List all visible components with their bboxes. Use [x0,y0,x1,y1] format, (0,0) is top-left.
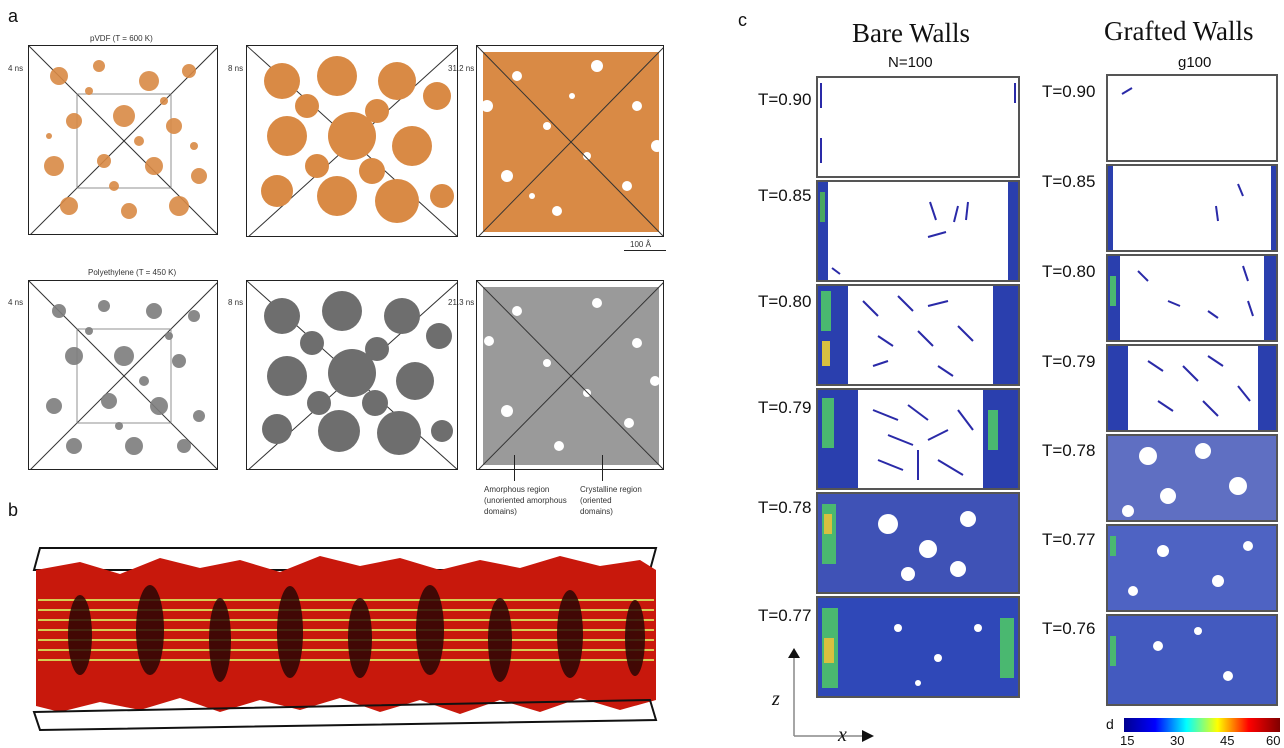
bare-snapshot-t078-art [818,494,1018,592]
grafted-temp-6: T=0.76 [1042,619,1096,638]
bare-snapshot-t079-art [818,390,1018,488]
panel-label-b: b [8,500,19,520]
bare-snapshot-t085 [816,180,1020,282]
pvdf-time-2: 8 ns [228,64,244,73]
grafted-temp-4: T=0.78 [1042,441,1096,460]
pvdf-time-1: 4 ns [8,64,24,73]
colorbar-tick-60: 60 [1266,733,1281,748]
grafted-walls-subtitle: g100 [1178,54,1212,71]
panel-b-art [32,547,658,732]
bare-snapshot-t085-art [818,182,1018,280]
grafted-snapshot-t080-art [1108,256,1276,340]
pe-snapshot-4ns-art [29,281,217,469]
bare-snapshot-t077-art [818,598,1018,696]
bare-walls-title: Bare Walls [852,18,971,48]
grafted-snapshot-t085 [1106,164,1278,252]
grafted-snapshot-t080 [1106,254,1278,342]
grafted-snapshot-t078 [1106,434,1278,522]
amorphous-annotation: Amorphous region (unoriented amorphous d… [484,485,567,516]
pvdf-snapshot-4ns [28,45,218,235]
grafted-snapshot-t079 [1106,344,1278,432]
scale-bar [624,250,666,251]
pvdf-snapshot-8ns-art [247,46,457,236]
pvdf-title: pVDF (T = 600 K) [90,34,153,43]
grafted-walls-title: Grafted Walls [1104,16,1254,46]
colorbar-tick-30: 30 [1170,733,1185,748]
bare-temp-5: T=0.77 [758,606,812,625]
pvdf-time-3: 31.2 ns [448,64,475,73]
pe-title: Polyethylene (T = 450 K) [88,268,177,277]
pvdf-snapshot-4ns-art [29,46,217,234]
pe-snapshot-4ns [28,280,218,470]
pe-snapshot-8ns-art [247,281,457,469]
grafted-temp-2: T=0.80 [1042,262,1096,281]
scale-bar-label: 100 Å [630,240,651,249]
pe-time-3: 21.3 ns [448,298,475,307]
colorbar-tick-15: 15 [1120,733,1135,748]
bare-temp-0: T=0.90 [758,90,812,109]
crystalline-pointer [602,455,603,481]
bare-walls-subtitle: N=100 [888,54,933,71]
colorbar-tick-45: 45 [1220,733,1235,748]
amorphous-pointer [514,455,515,481]
grafted-snapshot-t077 [1106,524,1278,612]
grafted-temp-3: T=0.79 [1042,352,1096,371]
bare-snapshot-t080-art [818,286,1018,384]
grafted-snapshot-t078-art [1108,436,1276,520]
axis-x-label: x [838,724,847,746]
grafted-snapshot-t085-art [1108,166,1276,250]
panel-b-snapshot [20,540,680,740]
pe-snapshot-8ns [246,280,458,470]
grafted-snapshot-t077-art [1108,526,1276,610]
axes-arrows [788,648,874,742]
pvdf-snapshot-8ns [246,45,458,237]
crystalline-annotation: Crystalline region (oriented domains) [580,485,642,516]
bare-temp-3: T=0.79 [758,398,812,417]
colorbar [1124,718,1280,732]
bare-temp-4: T=0.78 [758,498,812,517]
pe-snapshot-21ns [476,280,664,470]
pe-time-2: 8 ns [228,298,244,307]
grafted-temp-1: T=0.85 [1042,172,1096,191]
bare-snapshot-t080 [816,284,1020,386]
axis-z-label: z [772,688,780,710]
grafted-snapshot-t090-art [1121,87,1133,95]
bare-temp-2: T=0.80 [758,292,812,311]
grafted-snapshot-t076 [1106,614,1278,706]
grafted-temp-5: T=0.77 [1042,530,1096,549]
grafted-snapshot-t079-art [1108,346,1276,430]
bare-temp-1: T=0.85 [758,186,812,205]
grafted-snapshot-t090 [1106,74,1278,162]
grafted-temp-0: T=0.90 [1042,82,1096,101]
bare-snapshot-t090 [816,76,1020,178]
bare-snapshot-t079 [816,388,1020,490]
pvdf-snapshot-31ns [476,45,664,237]
panel-label-a: a [8,6,19,26]
panel-label-c: c [738,10,747,30]
bare-snapshot-t077 [816,596,1020,698]
pe-snapshot-21ns-art [477,281,663,469]
grafted-snapshot-t076-art [1108,616,1276,704]
colorbar-label: d [1106,716,1114,732]
bare-snapshot-t078 [816,492,1020,594]
pvdf-snapshot-31ns-art [477,46,663,236]
pe-time-1: 4 ns [8,298,24,307]
bare-snapshot-t090-art [820,83,1016,163]
